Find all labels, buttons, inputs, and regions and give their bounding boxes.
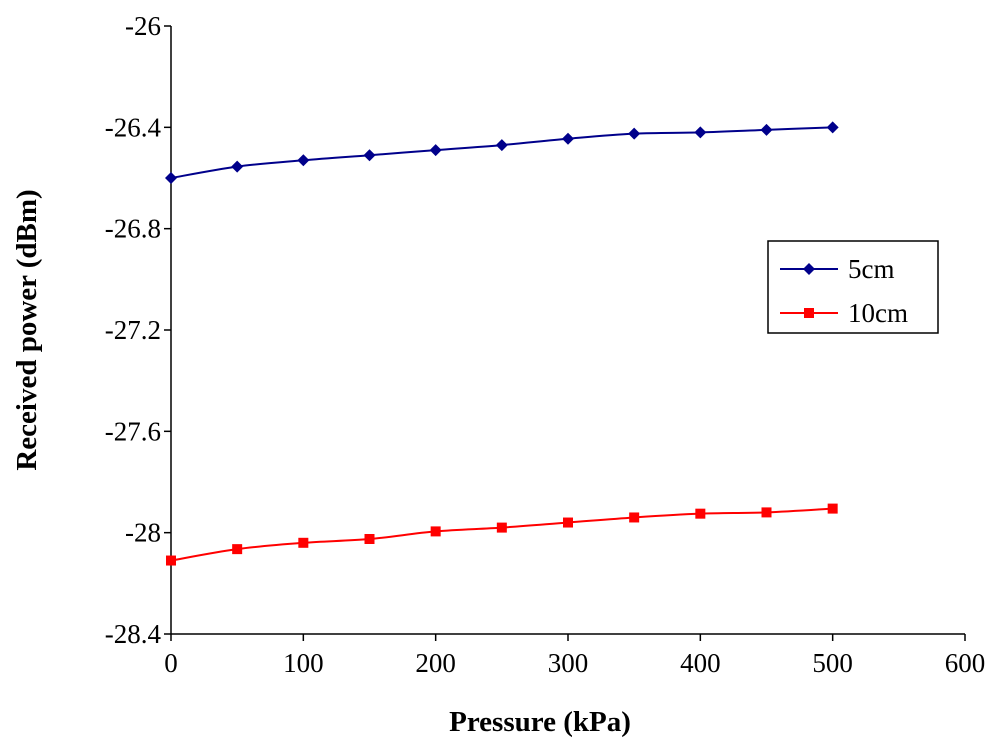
data-point-10cm xyxy=(827,503,838,514)
series-5cm xyxy=(165,121,839,184)
y-tick-label: -26 xyxy=(125,11,161,41)
data-point-10cm xyxy=(232,544,243,555)
data-point-10cm xyxy=(298,537,309,548)
data-point-10cm xyxy=(695,508,706,519)
data-point-5cm xyxy=(826,121,839,134)
data-point-10cm xyxy=(563,517,573,528)
data-point-5cm xyxy=(363,149,376,162)
data-point-5cm xyxy=(628,127,641,140)
legend: 5cm 10cm xyxy=(767,240,939,334)
legend-marker-5cm xyxy=(803,263,815,275)
legend-item-10cm: 10cm xyxy=(780,298,908,328)
series-line-10cm xyxy=(170,507,833,562)
x-tick-label: 500 xyxy=(812,648,853,678)
data-point-5cm xyxy=(694,126,707,139)
x-tick-label: 100 xyxy=(283,648,324,678)
data-point-5cm xyxy=(297,154,310,167)
data-point-10cm xyxy=(629,512,640,523)
data-point-5cm xyxy=(760,123,773,136)
y-tick-label: -26.4 xyxy=(105,112,162,142)
data-point-5cm xyxy=(495,139,508,152)
y-tick-label: -28.4 xyxy=(105,619,162,649)
y-axis-title: Received power (dBm) xyxy=(11,189,43,470)
data-point-5cm xyxy=(231,160,244,173)
x-axis-title: Pressure (kPa) xyxy=(449,706,631,738)
x-tick-label: 200 xyxy=(415,648,456,678)
y-tick-label: -27.6 xyxy=(105,416,161,446)
x-tick-label: 400 xyxy=(680,648,721,678)
legend-box xyxy=(767,240,939,334)
data-point-10cm xyxy=(166,555,176,566)
data-point-5cm xyxy=(562,132,574,145)
data-point-10cm xyxy=(761,507,772,518)
data-point-10cm xyxy=(364,534,375,544)
x-tick-label: 0 xyxy=(164,648,178,678)
legend-marker-10cm xyxy=(804,308,814,318)
series-line-5cm xyxy=(170,126,833,179)
legend-item-5cm: 5cm xyxy=(780,254,895,284)
y-tick-label: -27.2 xyxy=(105,315,161,345)
data-point-10cm xyxy=(430,526,441,537)
data-point-10cm xyxy=(496,522,507,533)
y-tick-label: -26.8 xyxy=(105,214,161,244)
x-tick-label: 300 xyxy=(548,648,589,678)
legend-label: 10cm xyxy=(848,298,908,328)
legend-label: 5cm xyxy=(848,254,895,284)
data-point-5cm xyxy=(165,172,177,184)
x-tick-label: 600 xyxy=(945,648,986,678)
y-tick-label: -28 xyxy=(125,518,161,548)
data-point-5cm xyxy=(429,144,442,157)
series-10cm xyxy=(166,503,838,566)
